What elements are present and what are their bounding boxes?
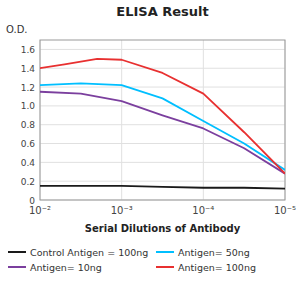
y-grid-line bbox=[40, 124, 285, 125]
y-grid-line bbox=[40, 49, 285, 50]
legend-swatch bbox=[8, 266, 26, 268]
x-label: Serial Dilutions of Antibody bbox=[85, 223, 241, 234]
y-tick-label: 0.4 bbox=[21, 158, 36, 168]
legend-label: Antigen= 10ng bbox=[30, 262, 102, 273]
y-tick-label: 0 bbox=[29, 196, 35, 206]
series-line bbox=[40, 92, 285, 174]
y-tick-label: 0.6 bbox=[21, 139, 36, 149]
series-line bbox=[40, 59, 285, 174]
y-tick-label: 0.2 bbox=[21, 177, 35, 187]
x-tick-label: 10⁻⁴ bbox=[192, 205, 214, 216]
y-grid-line bbox=[40, 181, 285, 182]
series-group bbox=[40, 59, 285, 189]
series-line bbox=[40, 186, 285, 189]
x-tick-label: 10⁻³ bbox=[111, 205, 133, 216]
y-tick-label: 1.2 bbox=[21, 83, 35, 93]
legend-label: Antigen= 50ng bbox=[178, 247, 250, 258]
y-tick-label: 0.8 bbox=[21, 120, 36, 130]
legend-swatch bbox=[156, 251, 174, 253]
series-line bbox=[40, 83, 285, 170]
x-tick-label: 10⁻² bbox=[29, 205, 51, 216]
legend-swatch bbox=[156, 266, 174, 268]
y-tick-label: 1.0 bbox=[21, 101, 36, 111]
plot-frame bbox=[40, 40, 285, 200]
y-grid-line bbox=[40, 105, 285, 106]
title: ELISA Result bbox=[116, 4, 208, 19]
y-grid-line bbox=[40, 87, 285, 88]
chart: ELISA Result O.D. 0 0.2 0.4 0.6 0.8 1.0 1.2 1.4 1.… bbox=[0, 0, 300, 300]
x-tick-label: 10⁻⁵ bbox=[274, 205, 296, 216]
y-label: O.D. bbox=[6, 24, 28, 35]
legend-label: Control Antigen = 100ng bbox=[30, 247, 148, 258]
legend-label: Antigen= 100ng bbox=[178, 262, 256, 273]
y-grid-line bbox=[40, 162, 285, 163]
x-grid-line bbox=[121, 40, 122, 200]
y-grid-line bbox=[40, 143, 285, 144]
y-grid-line bbox=[40, 68, 285, 69]
y-tick-label: 1.6 bbox=[21, 45, 36, 55]
legend-swatch bbox=[8, 251, 26, 253]
y-tick-label: 1.4 bbox=[21, 64, 36, 74]
